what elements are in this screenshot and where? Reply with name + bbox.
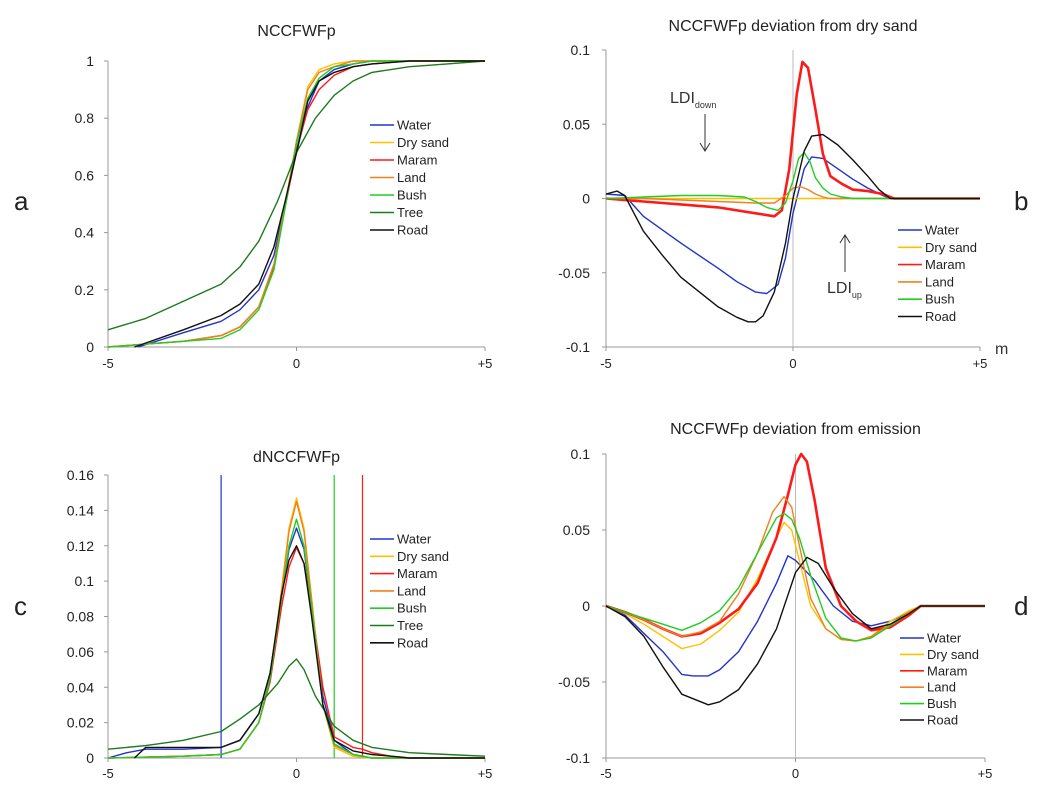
y-tick-label-b: 0.1: [571, 42, 591, 58]
series-line-c-bush: [107, 518, 485, 759]
x-tick-label-d: +5: [978, 766, 993, 781]
series-line-d-land: [605, 495, 985, 642]
y-tick-label-c: 0.04: [67, 679, 94, 695]
x-tick-label-d: 0: [792, 766, 799, 781]
chart-title-a: NCCFWFp: [257, 23, 335, 40]
legend-label-a: Dry sand: [397, 135, 449, 150]
y-tick-label-d: 0: [582, 598, 590, 614]
unit-label-m: m: [995, 341, 1008, 358]
series-line-d-bush: [605, 512, 985, 642]
ldi-up-arrowhead: [839, 234, 851, 244]
x-tick-label-a: 0: [293, 356, 300, 371]
x-tick-label-b: -5: [600, 356, 612, 371]
chart-title-c: dNCCFWFp: [253, 449, 340, 466]
legend-label-a: Bush: [397, 188, 427, 203]
y-tick-label-c: 0.06: [67, 644, 94, 660]
legend-label-b: Maram: [925, 257, 965, 272]
series-line-c-tree: [107, 658, 486, 757]
x-tick-label-b: 0: [789, 356, 796, 371]
chart-title-d: NCCFWFp deviation from emission: [670, 421, 921, 438]
legend-label-d: Road: [927, 713, 958, 728]
legend-label-b: Land: [925, 274, 954, 289]
legend-label-c: Road: [397, 635, 428, 650]
legend-label-d: Dry sand: [927, 647, 979, 662]
y-tick-label-a: 0.6: [75, 167, 95, 183]
panel-letter-c: c: [14, 591, 27, 621]
y-tick-label-d: -0.05: [558, 674, 590, 690]
panel-a-chart: NCCFWFp 0 0.2 0.4 0.6 0.8 1 -5 0 +5 Water Dry sand M…: [75, 23, 493, 371]
series-line-b-land: [606, 185, 980, 204]
x-tick-label-c: -5: [102, 766, 114, 781]
panel-letter-d: d: [1014, 591, 1029, 621]
ldi-down-arrowhead: [699, 142, 711, 152]
series-line-a-road: [134, 60, 485, 348]
series-line-c-road: [133, 545, 485, 759]
legend-label-c: Bush: [397, 601, 427, 616]
x-tick-label-c: 0: [293, 766, 300, 781]
series-line-a-dry-sand: [107, 60, 485, 348]
legend-label-a: Tree: [397, 205, 423, 220]
y-tick-label-b: 0.05: [563, 116, 590, 132]
panel-d-chart: NCCFWFp deviation from emission -0.1 -0.05…: [558, 421, 992, 781]
y-tick-label-a: 0.8: [75, 110, 95, 126]
x-tick-label-a: -5: [102, 356, 114, 371]
legend-label-d: Land: [927, 680, 956, 695]
series-line-d-road: [605, 556, 985, 706]
panel-letter-a: a: [14, 186, 29, 216]
series-line-b-bush: [605, 151, 980, 212]
x-tick-label-c: +5: [478, 766, 493, 781]
x-tick-label-a: +5: [478, 356, 493, 371]
y-tick-label-d: 0.05: [563, 522, 590, 538]
panel-b-chart: NCCFWFp deviation from dry sand -0.1 -0.05…: [558, 18, 987, 371]
legend-label-b: Road: [925, 309, 956, 324]
legend-label-a: Land: [397, 170, 426, 185]
y-tick-label-d: -0.1: [566, 750, 590, 766]
y-tick-label-c: 0.02: [67, 715, 94, 731]
y-tick-label-c: 0.08: [67, 609, 94, 625]
y-tick-label-c: 0: [86, 750, 94, 766]
y-tick-label-a: 0: [86, 339, 94, 355]
annotations: LDIdown LDIup m: [670, 90, 1008, 358]
chart-title-b: NCCFWFp deviation from dry sand: [669, 18, 918, 35]
y-tick-label-c: 0.16: [67, 467, 94, 483]
y-tick-label-c: 0.1: [75, 573, 95, 589]
x-tick-label-b: +5: [973, 356, 988, 371]
y-tick-label-c: 0.12: [67, 538, 94, 554]
legend-label-b: Bush: [925, 292, 955, 307]
legend-label-c: Dry sand: [397, 549, 449, 564]
legend-label-d: Bush: [927, 696, 957, 711]
series-line-a-maram: [107, 60, 485, 348]
legend-label-a: Water: [397, 118, 432, 133]
legend-label-c: Water: [397, 532, 432, 547]
y-tick-label-d: 0.1: [571, 446, 591, 462]
panel-letter-b: b: [1014, 186, 1029, 216]
panel-c-chart: dNCCFWFp 0 0.02 0.04 0.06 0.08 0.1 0.12 0.14 0.16…: [67, 449, 493, 781]
legend-label-a: Road: [397, 223, 428, 238]
legend-label-d: Maram: [927, 663, 967, 678]
legend-label-a: Maram: [397, 153, 437, 168]
series-line-a-bush: [107, 60, 485, 348]
legend-label-c: Tree: [397, 618, 423, 633]
legend-label-b: Dry sand: [925, 240, 977, 255]
x-tick-label-d: -5: [600, 766, 612, 781]
y-tick-label-b: -0.1: [566, 339, 590, 355]
ldi-up-label: LDIup: [827, 280, 862, 300]
legend-label-c: Land: [397, 583, 426, 598]
legend-label-b: Water: [925, 223, 960, 238]
series-line-a-land: [107, 60, 485, 348]
y-tick-label-b: 0: [582, 191, 590, 207]
y-tick-label-a: 1: [86, 53, 94, 69]
legend-label-c: Maram: [397, 566, 437, 581]
series-line-a-tree: [107, 60, 486, 331]
legend-label-d: Water: [927, 631, 962, 646]
y-tick-label-a: 0.4: [75, 225, 95, 241]
ldi-down-label: LDIdown: [670, 90, 716, 110]
series-line-b-road: [605, 133, 980, 323]
y-tick-label-b: -0.05: [558, 265, 590, 281]
y-tick-label-a: 0.2: [75, 282, 95, 298]
series-line-d-water: [605, 555, 985, 677]
y-tick-label-c: 0.14: [67, 502, 94, 518]
series-line-b-maram: [605, 60, 980, 218]
